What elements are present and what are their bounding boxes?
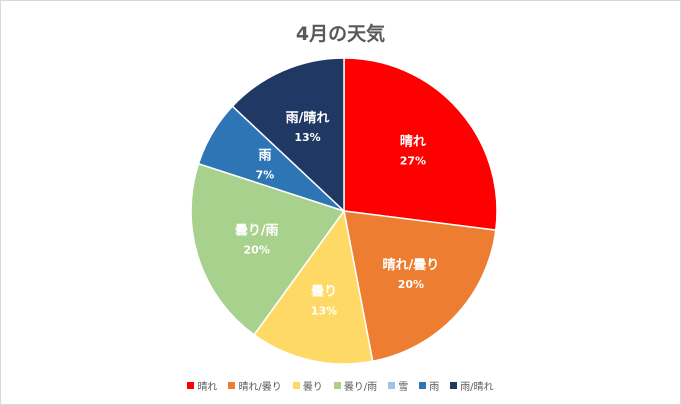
legend-label-2: 曇り bbox=[302, 382, 323, 393]
slice-value-label-0: 27% bbox=[400, 154, 426, 167]
legend-label-1: 晴れ/曇り bbox=[238, 382, 282, 393]
slice-label-2: 曇り bbox=[311, 285, 337, 300]
legend-entry-3: 曇り/雨 bbox=[333, 378, 378, 393]
legend-swatch-4 bbox=[388, 382, 396, 389]
chart-title: 4月の天気 bbox=[295, 23, 386, 45]
pie-slice-2 bbox=[253, 209, 374, 365]
legend: 晴れ 晴れ/曇り 曇り 曇り/雨 雪 雨 雨/晴れ bbox=[1, 378, 680, 393]
legend-swatch-6 bbox=[450, 382, 458, 389]
legend-swatch-3 bbox=[333, 382, 341, 389]
legend-label-3: 曇り/雨 bbox=[343, 382, 378, 393]
legend-label-5: 雨 bbox=[429, 382, 440, 393]
legend-entry-0: 晴れ bbox=[187, 378, 217, 393]
slice-label-3: 曇り/雨 bbox=[235, 223, 279, 238]
legend-label-4: 雪 bbox=[398, 382, 409, 393]
slice-value-label-1: 20% bbox=[398, 278, 424, 291]
legend-entry-6: 雨/晴れ bbox=[450, 378, 494, 393]
slice-value-label-5: 7% bbox=[256, 168, 275, 181]
legend-label-0: 晴れ bbox=[197, 382, 218, 393]
legend-entry-1: 晴れ/曇り bbox=[228, 378, 282, 393]
slice-label-5: 雨 bbox=[258, 148, 271, 163]
legend-swatch-0 bbox=[187, 382, 195, 389]
slice-label-1: 晴れ/曇り bbox=[383, 257, 440, 273]
pie-slice-6 bbox=[231, 57, 345, 213]
legend-entry-5: 雨 bbox=[419, 378, 439, 393]
slice-value-label-3: 20% bbox=[244, 243, 270, 256]
legend-swatch-1 bbox=[228, 382, 236, 389]
legend-swatch-2 bbox=[292, 382, 300, 389]
slice-value-label-2: 13% bbox=[311, 305, 337, 318]
legend-swatch-5 bbox=[419, 382, 427, 389]
legend-label-6: 雨/晴れ bbox=[460, 382, 494, 393]
pie-slice-0 bbox=[343, 57, 498, 232]
legend-entry-2: 曇り bbox=[292, 378, 323, 393]
pie-slice-1 bbox=[343, 210, 497, 363]
slice-label-0: 晴れ bbox=[400, 133, 426, 149]
pie-slice-3 bbox=[190, 162, 346, 336]
slice-label-6: 雨/晴れ bbox=[286, 110, 330, 126]
legend-entry-4: 雪 bbox=[388, 378, 408, 393]
slice-value-label-6: 13% bbox=[294, 131, 320, 144]
